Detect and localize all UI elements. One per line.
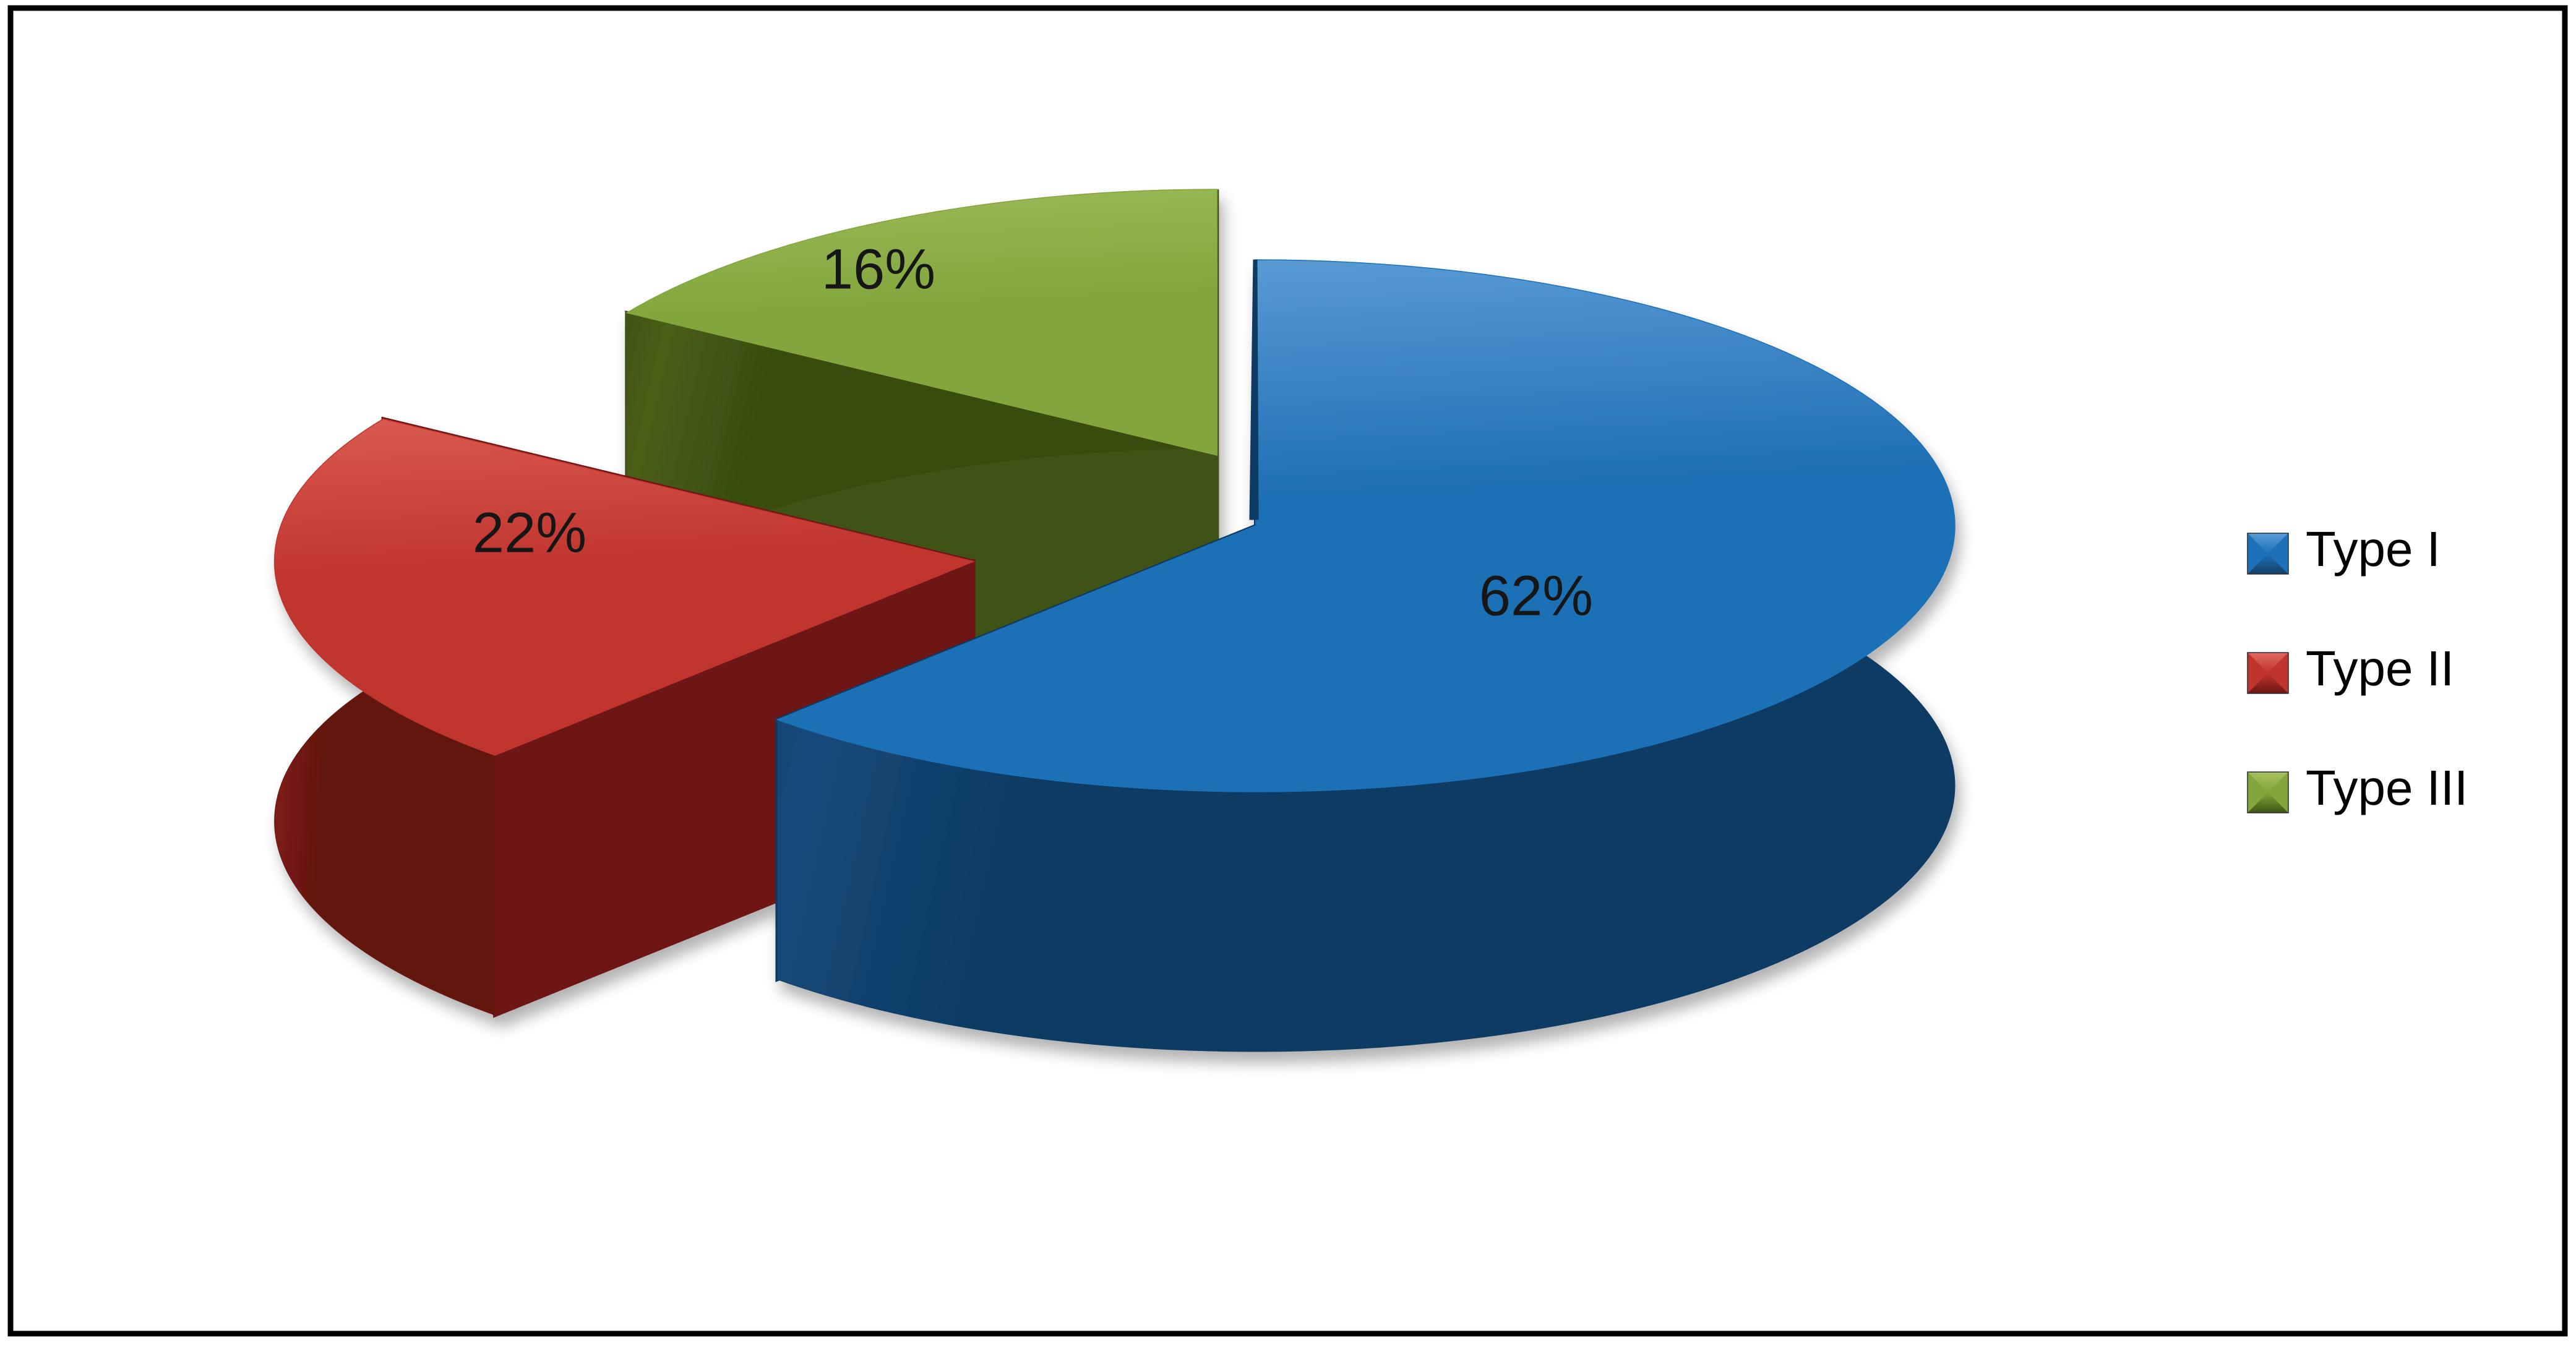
svg-text:22%: 22% — [473, 501, 586, 564]
svg-text:62%: 62% — [1479, 564, 1593, 627]
svg-text:16%: 16% — [822, 238, 935, 301]
